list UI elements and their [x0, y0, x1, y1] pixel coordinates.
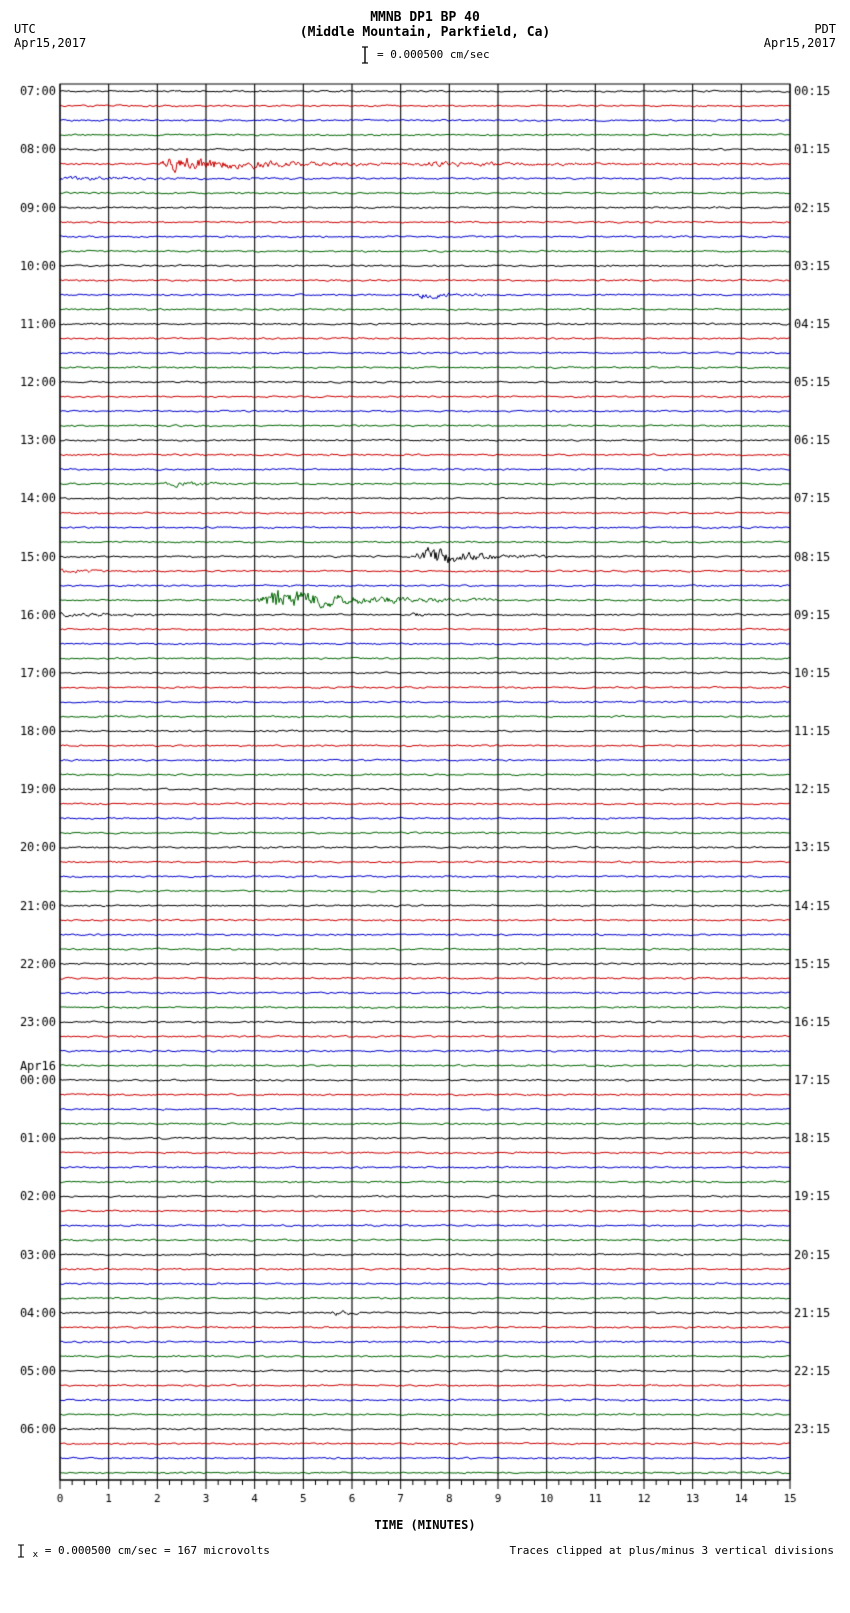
seismogram-plot — [10, 80, 840, 1520]
scale-indicator: = 0.000500 cm/sec — [10, 46, 840, 64]
left-date: Apr15,2017 — [14, 36, 86, 50]
right-date: Apr15,2017 — [764, 36, 836, 50]
x-axis-label: TIME (MINUTES) — [10, 1518, 840, 1532]
left-tz-label: UTC Apr15,2017 — [14, 22, 86, 50]
footer-left: x = 0.000500 cm/sec = 167 microvolts — [16, 1544, 270, 1560]
footer-right: Traces clipped at plus/minus 3 vertical … — [509, 1544, 834, 1560]
location-title: (Middle Mountain, Parkfield, Ca) — [10, 25, 840, 40]
right-tz-label: PDT Apr15,2017 — [764, 22, 836, 50]
chart-footer: x = 0.000500 cm/sec = 167 microvolts Tra… — [10, 1544, 840, 1566]
chart-header: UTC Apr15,2017 PDT Apr15,2017 MMNB DP1 B… — [10, 10, 840, 80]
right-tz: PDT — [814, 22, 836, 36]
station-title: MMNB DP1 BP 40 — [10, 10, 840, 25]
scale-text: = 0.000500 cm/sec — [377, 48, 490, 61]
left-tz: UTC — [14, 22, 36, 36]
